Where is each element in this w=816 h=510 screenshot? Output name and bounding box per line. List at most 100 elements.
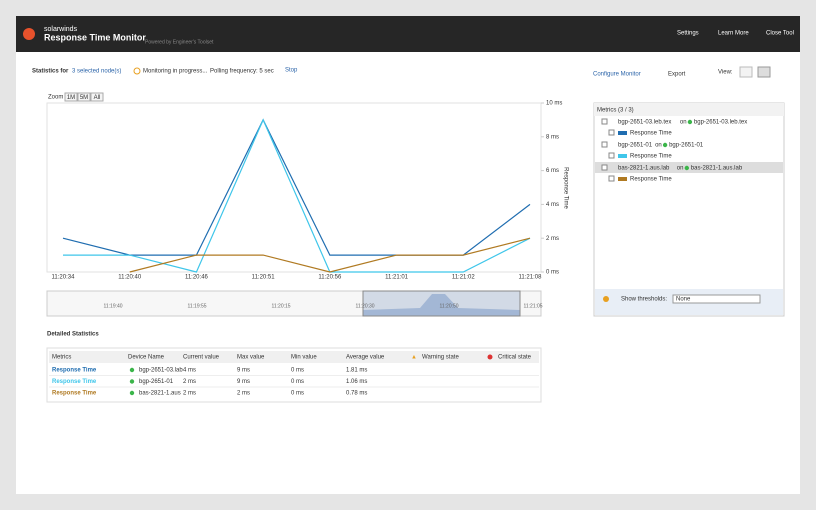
node-host: bgp-2651-03.leb.tex [694, 120, 747, 126]
y-tick-label: 0 ms [546, 270, 559, 276]
device-status [129, 367, 135, 373]
table-cell: 0 ms [291, 391, 304, 397]
selected-row [595, 162, 783, 173]
table-header: Average value [346, 355, 385, 361]
brand: solarwinds [44, 26, 78, 33]
table-cell: 2 ms [183, 391, 196, 397]
node-name: bgp-2651-03.leb.tex [618, 120, 671, 126]
header-bar [16, 16, 800, 52]
metric-swatch [618, 177, 627, 181]
node-host: bgp-2651-01 [669, 143, 704, 149]
stats-label: Statistics for [32, 69, 69, 75]
x-tick-label: 11:21:01 [385, 275, 409, 281]
device-status [129, 379, 135, 384]
table-cell: 9 ms [237, 368, 250, 374]
app-title: Response Time Monitor [44, 32, 146, 42]
x-tick-label: 11:21:08 [519, 275, 543, 281]
thresholds-select[interactable] [672, 294, 761, 304]
close-link[interactable]: Close Tool [766, 31, 794, 37]
navigator-label: 11:20:30 [355, 303, 374, 309]
table-header: Critical state [498, 355, 532, 361]
spinner [133, 67, 141, 75]
stats-title: Detailed Statistics [47, 332, 99, 338]
metric-checkbox[interactable] [608, 129, 615, 136]
stop-link[interactable]: Stop [285, 68, 298, 74]
zoom-button[interactable] [64, 92, 78, 102]
table-cell: 1.81 ms [346, 368, 367, 374]
stats-header-row [49, 351, 539, 363]
navigator-window[interactable] [362, 290, 521, 317]
logo [23, 28, 35, 40]
metrics-title: Metrics (3 / 3) [597, 108, 634, 114]
metric-name: Response Time [630, 177, 672, 183]
x-tick-label: 11:20:40 [118, 275, 142, 281]
x-tick-label: 11:20:34 [52, 275, 76, 281]
metric-name: Response Time [630, 131, 672, 137]
export-button[interactable]: Export [668, 72, 686, 78]
node-on: on [680, 120, 687, 126]
metric-cell: Response Time [52, 368, 97, 374]
table-header: Min value [291, 355, 317, 361]
x-tick-label: 11:21:02 [452, 275, 476, 281]
x-tick-label: 11:20:51 [252, 275, 276, 281]
configure-link[interactable]: Configure Monitor [593, 72, 641, 78]
node-host: bas-2821-1.aus.lab [691, 166, 743, 172]
zoom-button-label[interactable]: 5M [80, 95, 88, 101]
table-cell: bgp-2651-03.lab [139, 368, 183, 374]
metric-cell: Response Time [52, 391, 97, 397]
plot-area [46, 102, 542, 273]
status-dot [684, 165, 689, 171]
table-cell: 2 ms [183, 379, 196, 385]
zoom-button-label[interactable]: 1M [67, 95, 75, 101]
metric-cell: Response Time [52, 379, 97, 385]
y-tick-label: 4 ms [546, 202, 559, 208]
node-checkbox[interactable] [601, 141, 608, 148]
zoom-button-label[interactable]: All [94, 95, 101, 101]
y-axis-label: Response Time [562, 167, 568, 209]
node-checkbox[interactable] [601, 118, 608, 125]
nodes-link[interactable]: 3 selected node(s) [72, 69, 121, 75]
zoom-button[interactable] [77, 92, 91, 102]
table-header: Metrics [52, 355, 71, 361]
table-header: Current value [183, 355, 220, 361]
metric-swatch [618, 131, 627, 135]
navigator-label: 11:20:15 [271, 303, 290, 309]
status-dot [687, 119, 693, 125]
chart-view-button[interactable] [757, 66, 771, 78]
y-tick-label: 10 ms [546, 101, 562, 107]
navigator-label: 11:20:50 [439, 303, 458, 309]
table-cell: 0.78 ms [346, 391, 367, 397]
device-status [129, 390, 135, 396]
table-header: Warning state [422, 355, 459, 361]
y-tick-label: 6 ms [546, 168, 559, 174]
thresholds-value[interactable]: None [676, 297, 691, 303]
thresholds-label: Show thresholds: [621, 297, 667, 303]
node-name: bas-2821-1.aus.lab [618, 166, 670, 172]
navigator-label: 11:19:55 [187, 303, 206, 309]
learn-more-link[interactable]: Learn More [718, 31, 749, 37]
y-tick-label: 2 ms [546, 236, 559, 242]
series-line [129, 237, 531, 273]
table-header: Max value [237, 355, 265, 361]
critical-icon [487, 354, 493, 360]
navigator-label: 11:19:40 [103, 303, 122, 309]
metric-checkbox[interactable] [608, 152, 615, 159]
table-cell: bas-2821-1.aus [139, 391, 181, 397]
table-cell: 9 ms [237, 379, 250, 385]
node-on: on [677, 166, 684, 172]
table-header: Device Name [128, 355, 165, 361]
zoom-label: Zoom [48, 95, 63, 101]
table-view-button[interactable] [739, 66, 753, 78]
metric-checkbox[interactable] [608, 175, 615, 182]
table-cell: 2 ms [237, 391, 250, 397]
warning-icon: ▲ [411, 355, 417, 361]
polling: Polling frequency: 5 sec [210, 69, 274, 75]
node-checkbox[interactable] [601, 164, 608, 171]
zoom-button[interactable] [90, 92, 104, 102]
navigator-label: 11:21:05 [523, 303, 542, 309]
settings-link[interactable]: Settings [677, 31, 699, 37]
status-dot [662, 142, 668, 148]
app-subtitle: Powered by Engineer's Toolset [145, 39, 214, 45]
